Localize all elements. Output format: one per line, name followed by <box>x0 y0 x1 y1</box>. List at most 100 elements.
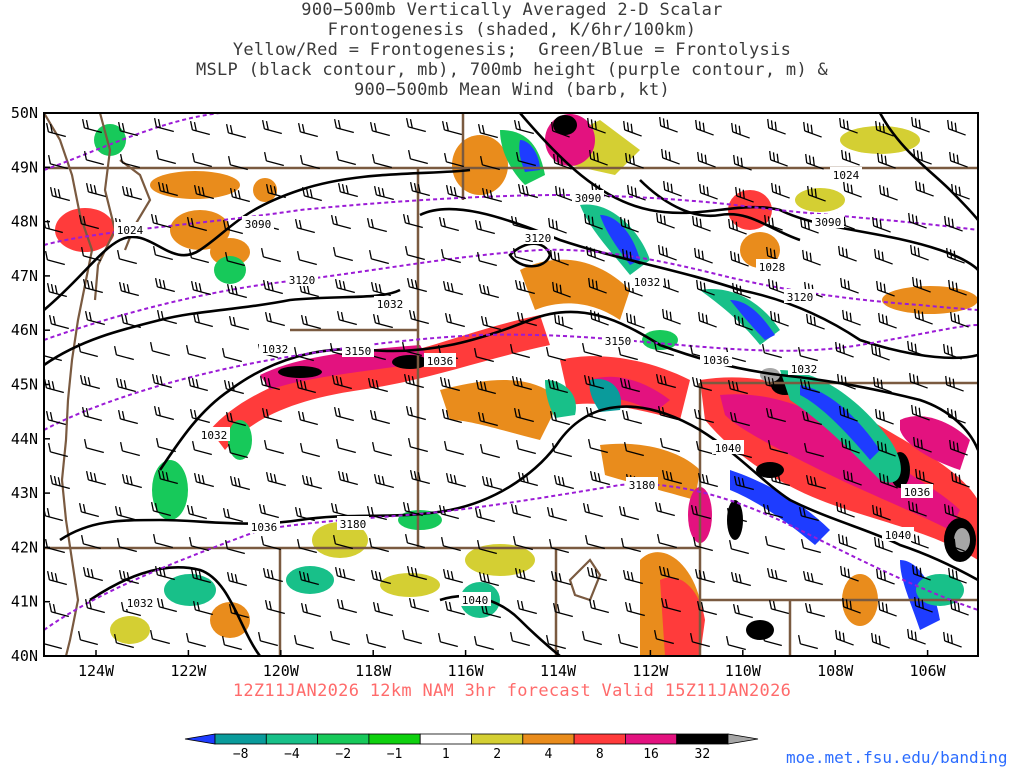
wind-barb <box>945 375 964 392</box>
wind-barb <box>336 311 357 326</box>
wind-barb <box>228 316 249 331</box>
wind-barb <box>797 347 818 362</box>
wind-barb <box>156 310 177 325</box>
lat-label: 40N <box>11 647 38 665</box>
credit-link[interactable]: moe.met.fsu.edu/banding <box>786 748 1008 767</box>
wind-barb <box>301 475 322 490</box>
wind-barb <box>409 470 430 485</box>
wind-barb <box>548 217 567 234</box>
wind-barb <box>222 220 243 235</box>
wind-barb <box>805 475 826 490</box>
wind-barb <box>841 437 860 454</box>
wind-barb <box>913 436 932 453</box>
wind-barb <box>81 119 102 134</box>
wind-barb <box>406 278 427 293</box>
lat-label: 41N <box>11 593 38 611</box>
mslp-label: 1024 <box>833 169 860 182</box>
lon-label: 124W <box>78 662 115 680</box>
wind-barb <box>623 442 644 457</box>
wind-barb <box>368 538 389 553</box>
lat-label: 49N <box>11 158 38 176</box>
wind-barb <box>154 566 175 581</box>
wind-barb <box>879 472 898 489</box>
wind-barb <box>334 279 355 294</box>
wind-barb <box>509 344 530 359</box>
wind-barb <box>46 571 67 586</box>
lat-label: 42N <box>11 538 38 556</box>
mslp-label: 1028 <box>759 261 786 274</box>
wind-barb <box>438 505 459 520</box>
wind-barb <box>407 150 428 165</box>
wind-barb <box>617 634 638 649</box>
lat-label: 50N <box>11 104 38 122</box>
wind-barb <box>335 151 356 166</box>
wind-barb <box>337 471 358 486</box>
wind-barb <box>44 379 64 394</box>
colorbar-label: 8 <box>596 747 604 762</box>
forecast-valid-time: 12Z11JAN2026 12km NAM 3hr forecast Valid… <box>232 681 792 701</box>
wind-barb <box>948 279 967 296</box>
height-label: 3090 <box>815 216 842 229</box>
wind-barb <box>150 502 171 517</box>
map-title: 900−500mb Vertically Averaged 2-D Scalar… <box>0 0 1024 100</box>
wind-barb <box>263 152 284 167</box>
wind-barb <box>299 443 320 458</box>
wind-barb <box>333 407 354 422</box>
wind-barb <box>552 281 571 298</box>
lon-label: 122W <box>170 662 207 680</box>
mslp-label-group: 1024 1032 1032 1032 1036 1036 1028 1032 … <box>114 167 933 610</box>
wind-barb <box>372 602 393 617</box>
wind-barb <box>329 631 350 646</box>
wind-barb <box>229 188 250 203</box>
wind-barb <box>659 116 678 133</box>
wind-barb <box>626 312 645 329</box>
lat-label: 43N <box>11 484 38 502</box>
wind-barb <box>768 278 787 295</box>
wind-barb <box>402 214 423 229</box>
height-label: 3150 <box>605 335 632 348</box>
wind-barb <box>662 308 681 325</box>
wind-barb <box>191 441 212 456</box>
wind-barb <box>764 536 785 551</box>
wind-barb <box>473 636 494 651</box>
mslp-label: 1040 <box>462 594 489 607</box>
wind-barb <box>223 380 244 395</box>
wind-barb <box>581 343 602 358</box>
wind-barb <box>113 346 134 361</box>
wind-barb <box>761 344 782 359</box>
wind-barb <box>588 277 607 294</box>
wind-barb <box>44 251 65 266</box>
wind-barb <box>442 281 463 296</box>
wind-barb <box>692 215 711 232</box>
wind-barb <box>260 536 281 551</box>
wind-barb <box>300 603 321 618</box>
colorbar-label: −4 <box>284 747 300 762</box>
wind-barb <box>554 313 573 330</box>
wind-barb <box>440 537 461 552</box>
wind-barb <box>871 632 890 649</box>
wind-barb <box>115 378 136 393</box>
wind-barb <box>663 180 682 197</box>
colorbar-label: 1 <box>442 747 450 762</box>
wind-barb <box>155 438 176 453</box>
wind-barb <box>260 248 281 263</box>
colorbar: −8 −4 −2 −1 1 2 4 8 16 32 <box>184 733 759 762</box>
wind-barb <box>150 214 171 229</box>
wind-barb <box>914 308 933 325</box>
wind-barb <box>78 215 99 230</box>
wind-barb <box>476 252 497 267</box>
wind-barb <box>699 183 718 200</box>
wind-barb <box>550 249 569 266</box>
wind-barb <box>437 633 458 648</box>
lon-axis: 124W 122W 120W 118W 116W 114W 112W 110W 108W 106W <box>78 650 947 680</box>
wind-barb <box>121 186 142 201</box>
wind-barb <box>621 410 642 425</box>
wind-barb <box>627 184 646 201</box>
wind-barb <box>149 342 170 357</box>
wind-barb <box>442 569 463 584</box>
lon-label: 110W <box>725 662 762 680</box>
wind-barb <box>548 539 569 554</box>
colorbar-segment <box>625 733 678 745</box>
wind-barb <box>118 570 139 585</box>
wind-barb <box>839 117 858 134</box>
